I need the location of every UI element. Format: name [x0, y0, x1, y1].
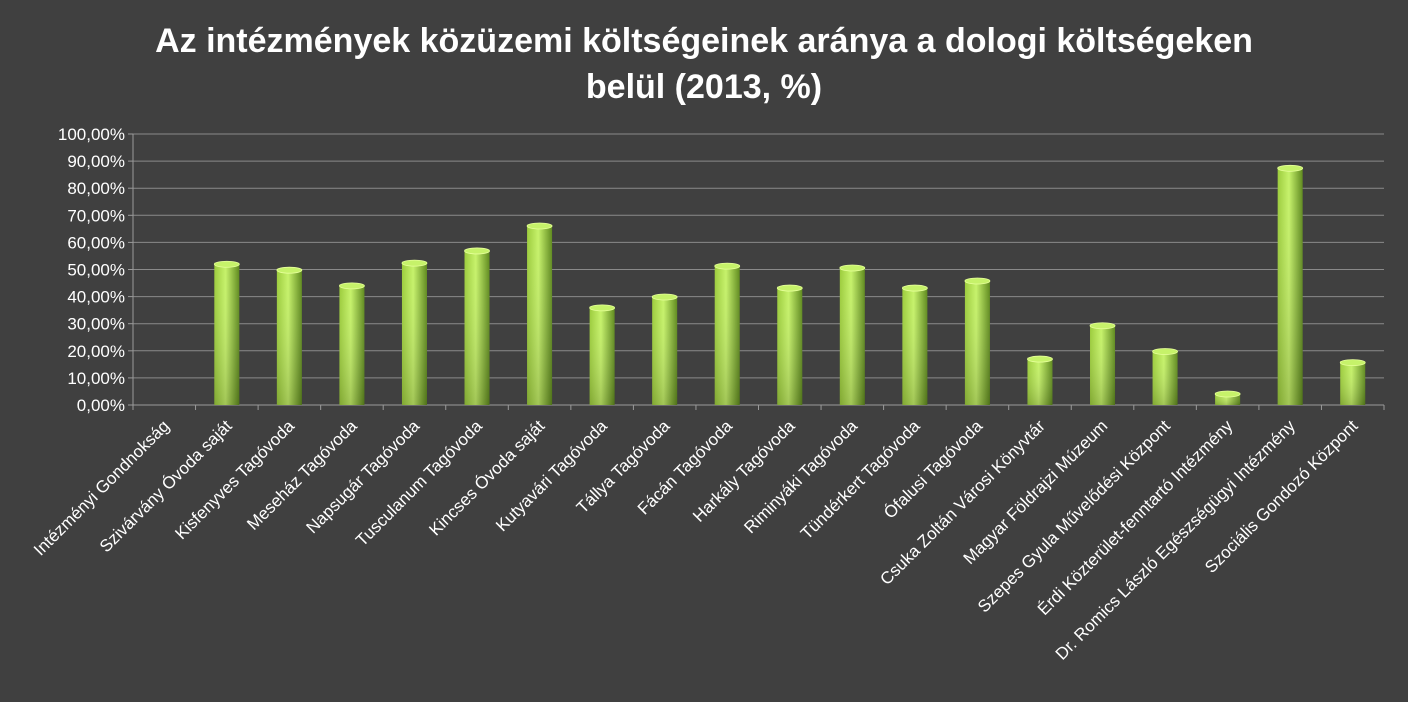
bar-shade [777, 286, 803, 405]
x-category-label: Napsugár Tagóvoda [302, 416, 423, 537]
bar-shade [902, 286, 928, 405]
y-tick-label: 90,00% [67, 152, 125, 171]
x-category-label: Kisfenyves Tagóvoda [171, 416, 298, 543]
bar-shade [214, 262, 240, 405]
bar-cap [464, 247, 490, 255]
bar-cap [901, 284, 928, 292]
bar-cap [839, 264, 866, 272]
x-category-label: Tusculanum Tagóvoda [352, 416, 486, 550]
bar-cap [1027, 355, 1053, 363]
x-category-label: Meseház Tagóvoda [243, 416, 361, 534]
y-tick-label: 50,00% [67, 261, 125, 280]
y-tick-label: 0,00% [77, 396, 125, 415]
y-tick-label: 20,00% [67, 342, 125, 361]
bar-cap [776, 284, 803, 292]
bar-shade [1090, 324, 1116, 405]
x-category-label: Dr. Romics László Egészségügyi Intézmény [1052, 416, 1300, 664]
bar-cap [526, 222, 553, 230]
y-tick-label: 100,00% [58, 125, 125, 144]
bar-shade [401, 261, 427, 405]
y-tick-label: 60,00% [67, 233, 125, 252]
chart-title-line-1: Az intézmények közüzemi költségeinek ará… [155, 22, 1253, 60]
bar-cap [339, 282, 365, 290]
y-tick-label: 30,00% [67, 315, 125, 334]
y-tick-label: 70,00% [67, 206, 125, 225]
bar-shade [1340, 361, 1366, 405]
bar-shade [1277, 166, 1303, 405]
bar-cap [589, 304, 616, 312]
bar-cap [1152, 348, 1178, 355]
bar-shade [527, 224, 553, 405]
bar-shade [276, 268, 302, 405]
x-category-label: Tündérkert Tagóvoda [797, 416, 924, 543]
bar-cap [714, 262, 741, 270]
x-category-label: Kincses Óvoda saját [425, 416, 548, 539]
bar-cap [1089, 322, 1116, 330]
bar-cap [1339, 359, 1366, 366]
bar-shade [714, 264, 740, 405]
bar-cap [651, 293, 678, 301]
bar-cap [1214, 390, 1241, 398]
y-tick-label: 80,00% [67, 179, 125, 198]
x-category-label: Kutyavári Tagóvoda [492, 416, 611, 535]
bar-cap [213, 260, 240, 268]
y-tick-label: 40,00% [67, 288, 125, 307]
y-tick-label: 10,00% [67, 369, 125, 388]
bar-cap [276, 266, 303, 274]
bar-shade [652, 295, 678, 405]
bar-shade [1027, 357, 1053, 405]
bar-shade [1152, 349, 1178, 405]
bar-shade [964, 279, 990, 405]
bar-cap [964, 277, 991, 285]
chart-title-line-2: belül (2013, %) [585, 68, 823, 106]
bar-shade [339, 284, 365, 405]
bar-shade [464, 249, 490, 405]
bar-shade [589, 306, 615, 405]
bar-shade [839, 266, 865, 405]
bar-cap [1277, 164, 1304, 172]
x-category-label: Riminyáki Tagóvoda [740, 416, 861, 537]
bar-cap [401, 259, 428, 267]
